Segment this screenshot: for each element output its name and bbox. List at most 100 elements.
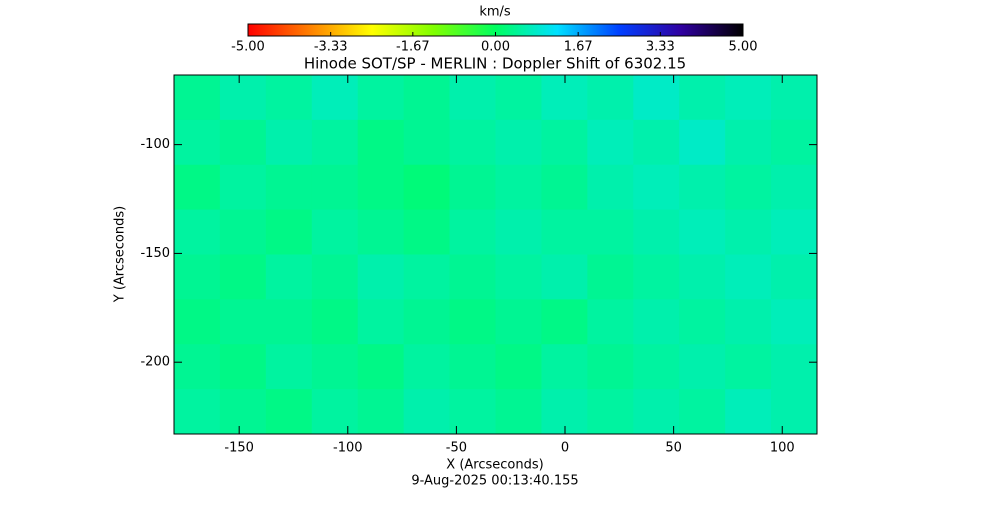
heatmap-cell (725, 299, 772, 345)
heatmap-cell (265, 254, 313, 300)
heatmap-cell (541, 164, 588, 211)
colorbar-tick-label: -5.00 (231, 40, 265, 55)
colorbar-tick-label: 1.67 (564, 40, 593, 55)
heatmap-cell (265, 75, 313, 121)
heatmap-cell (587, 299, 634, 345)
heatmap-cell (403, 299, 451, 345)
heatmap-cell (403, 164, 451, 211)
heatmap-cell (679, 164, 726, 211)
heatmap-cell (219, 75, 267, 121)
heatmap-cell (587, 209, 634, 255)
heatmap-cell (725, 209, 772, 255)
heatmap-cell (725, 119, 772, 166)
x-tick-label: 100 (770, 441, 795, 456)
heatmap-cell (265, 119, 313, 166)
heatmap-cell (633, 299, 680, 345)
heatmap-cell (633, 209, 680, 255)
heatmap-cell (311, 75, 359, 121)
heatmap-cell (725, 389, 772, 435)
heatmap-cell (495, 75, 542, 121)
heatmap-cell (495, 389, 542, 435)
heatmap-cell (357, 209, 405, 255)
heatmap-cell (771, 299, 818, 345)
heatmap-cell (449, 344, 496, 390)
heatmap-cell (403, 75, 451, 121)
heatmap-cell (357, 344, 405, 390)
heatmap-cell (265, 344, 313, 390)
heatmap-cell (219, 299, 267, 345)
heatmap-cell (541, 209, 588, 255)
y-tick-label: -100 (140, 137, 170, 152)
heatmap-cell (495, 164, 542, 211)
heatmap-cell (174, 389, 221, 435)
heatmap-cell (357, 75, 405, 121)
heatmap-cell (403, 254, 451, 300)
heatmap-cell (679, 344, 726, 390)
heatmap-cell (219, 164, 267, 211)
heatmap-cell (495, 119, 542, 166)
heatmap-cell (587, 75, 634, 121)
heatmap-cell (633, 389, 680, 435)
heatmap-cell (265, 209, 313, 255)
heatmap-cell (219, 389, 267, 435)
heatmap-cell (311, 209, 359, 255)
plot-frame (173, 74, 818, 435)
heatmap-cell (449, 254, 496, 300)
heatmap-cell (495, 299, 542, 345)
heatmap-cell (541, 119, 588, 166)
heatmap-cell (587, 254, 634, 300)
heatmap-cell (357, 299, 405, 345)
heatmap-cell (633, 119, 680, 166)
x-tick-label: 50 (665, 441, 682, 456)
heatmap-cell (174, 119, 221, 166)
x-tick-label: -50 (446, 441, 467, 456)
heatmap-cell (587, 389, 634, 435)
x-axis-label: X (Arcseconds) (446, 458, 543, 473)
heatmap-cell (219, 209, 267, 255)
heatmap-cell (725, 254, 772, 300)
heatmap-cell (587, 119, 634, 166)
x-tick-label: 0 (561, 441, 569, 456)
colorbar-label: km/s (479, 5, 511, 20)
y-tick-label: -200 (140, 355, 170, 370)
heatmap-cell (679, 209, 726, 255)
heatmap-cell (633, 344, 680, 390)
heatmap-cell (541, 299, 588, 345)
chart-title: Hinode SOT/SP - MERLIN : Doppler Shift o… (304, 55, 686, 73)
colorbar-tick-label: 0.00 (481, 40, 510, 55)
heatmap-cell (771, 209, 818, 255)
heatmap-cell (403, 344, 451, 390)
heatmap-cell (679, 299, 726, 345)
heatmap-cell (541, 254, 588, 300)
heatmap-cell (587, 164, 634, 211)
x-tick-label: -100 (333, 441, 363, 456)
heatmap-cell (357, 164, 405, 211)
heatmap-cell (679, 254, 726, 300)
heatmap-cell (265, 164, 313, 211)
heatmap-cell (771, 344, 818, 390)
y-axis-label: Y (Arcseconds) (113, 206, 128, 303)
y-tick-label: -150 (140, 246, 170, 261)
colorbar-tick-label: -3.33 (314, 40, 348, 55)
heatmap-cell (174, 344, 221, 390)
heatmap-cell (311, 164, 359, 211)
heatmap-cell (403, 119, 451, 166)
heatmap-cell (771, 389, 818, 435)
heatmap-cell (771, 164, 818, 211)
colorbar-tick-label: 3.33 (646, 40, 675, 55)
heatmap-cell (725, 164, 772, 211)
heatmap-cell (449, 119, 496, 166)
heatmap-cell (403, 389, 451, 435)
heatmap-cell (541, 344, 588, 390)
heatmap-cell (449, 209, 496, 255)
heatmap-cell (633, 75, 680, 121)
heatmap-cell (449, 75, 496, 121)
heatmap-cell (311, 119, 359, 166)
heatmap-cell (174, 254, 221, 300)
heatmap-cell (219, 119, 267, 166)
heatmap-cell (311, 299, 359, 345)
heatmap-cell (771, 119, 818, 166)
heatmap-cell (265, 389, 313, 435)
